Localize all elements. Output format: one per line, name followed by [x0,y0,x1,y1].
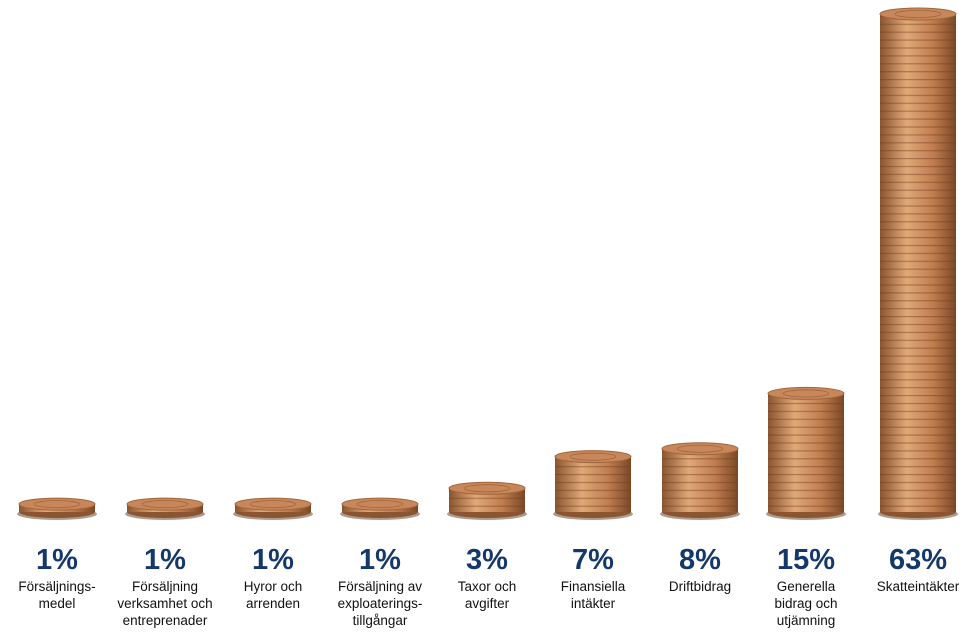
coin-face [782,389,830,398]
category-label: Hyror och arrenden [243,579,303,611]
category-label: Taxor och avgifter [457,579,517,611]
category-label: Driftbidrag [668,579,732,594]
coin-face [676,444,724,453]
category-label: Försäljning verksamhet och entreprenader [117,579,213,628]
coin-top [554,450,632,464]
value-label: 1% [359,544,401,576]
value-label: 1% [252,544,294,576]
coin-face [249,500,297,509]
coin-top [767,386,845,400]
value-label: 63% [888,544,948,576]
coin-face [33,500,81,509]
coin-top [234,497,312,511]
coin-top [341,497,419,511]
coin-edges [768,393,844,512]
coin-face [569,452,617,461]
coin-edges [449,488,525,512]
coin-top [879,7,957,21]
coin-edges [662,448,738,512]
coin-top [126,497,204,511]
coin-top [18,497,96,511]
coin-top [448,481,526,495]
category-label: Finansiella intäkter [560,579,626,611]
category-label: Försäljning av exploaterings- tillgångar [337,579,423,628]
value-label: 1% [36,544,78,576]
coin-face [894,9,942,18]
coin-edges [555,456,631,512]
value-label: 1% [144,544,186,576]
value-label: 15% [776,544,836,576]
coin-edges [880,14,956,512]
coin-face [356,500,404,509]
coin-face [463,484,511,493]
category-label: Skatteintäkter [876,579,960,594]
coin-face [141,500,189,509]
category-label: Försäljnings- medel [18,579,96,611]
value-label: 7% [572,544,614,576]
value-label: 8% [679,544,721,576]
value-label: 3% [466,544,508,576]
coin-top [661,442,739,456]
category-label: Generella bidrag och utjämning [774,579,838,628]
